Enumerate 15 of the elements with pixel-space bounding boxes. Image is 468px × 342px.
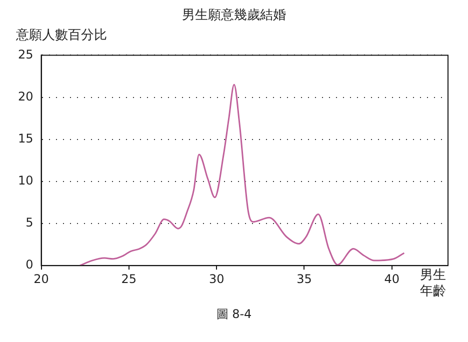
y-tick-label: 25: [18, 47, 34, 62]
y-tick-label: 15: [18, 131, 34, 146]
x-axis-title: 男生年齡: [420, 268, 447, 300]
caption: 圖 8-4: [215, 306, 253, 323]
y-tick-label: 0: [26, 258, 34, 272]
y-tick-label: 5: [26, 216, 34, 230]
chart-title: 男生願意幾歲結婚: [181, 7, 287, 24]
x-tick-label: 30: [208, 272, 224, 286]
line-series: [79, 84, 405, 266]
x-tick-label: 35: [296, 272, 312, 286]
x-tick-label: 40: [384, 272, 400, 286]
y-tick-label: 20: [18, 89, 34, 104]
x-tick-label: 25: [121, 272, 137, 286]
y-axis-title: 意願人數百分比: [16, 27, 107, 44]
y-tick-label: 10: [18, 174, 34, 188]
